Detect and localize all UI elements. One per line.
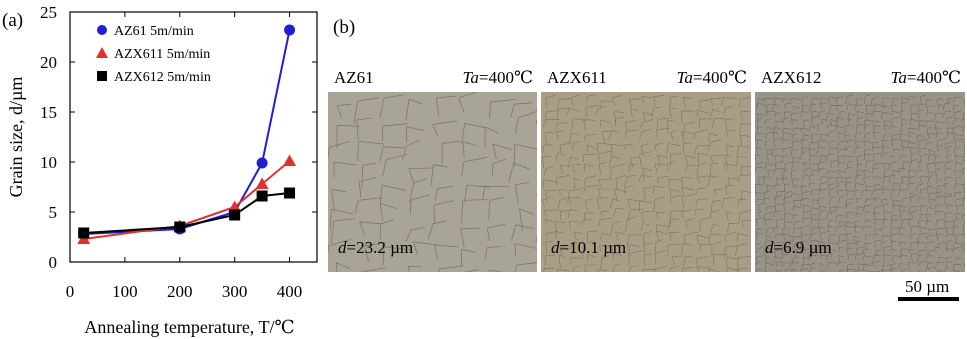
- micrograph-background: [541, 92, 751, 272]
- y-tick-label: 10: [40, 153, 57, 172]
- x-tick-label: 200: [167, 282, 193, 301]
- legend-marker: [96, 47, 108, 58]
- scale-bar-label: 50 µm: [905, 277, 950, 296]
- plot-frame: [69, 11, 318, 263]
- legend-marker: [97, 71, 107, 81]
- chart-axes: 0 100 200 300 400 0 5 10 15 20 25: [40, 3, 318, 301]
- legend-label: AZX611 5m/min: [114, 47, 210, 62]
- micrograph-image: [755, 92, 965, 272]
- y-axis-label: Grain size, d/µm: [6, 77, 26, 198]
- micrograph-image: [541, 92, 751, 272]
- y-tick-label: 5: [49, 203, 58, 222]
- y-tick-label: 25: [40, 3, 57, 22]
- condition-value: =400℃: [692, 68, 747, 87]
- grain-boundaries: [755, 94, 965, 272]
- micrograph-alloy-label: AZ61: [328, 62, 392, 92]
- data-point: [256, 190, 268, 202]
- legend-label: AZX612 5m/min: [114, 70, 211, 85]
- legend-entry: AZX612 5m/min: [97, 70, 211, 85]
- micrograph-condition-label: Ta=400℃: [651, 62, 751, 92]
- x-tick-label: 300: [222, 282, 248, 301]
- grain-size-variable: d: [338, 238, 347, 257]
- micrograph-azx611: AZX611 Ta=400℃ d=10.1 µm: [541, 62, 751, 272]
- chart-series: [77, 24, 297, 244]
- condition-value: =400℃: [478, 68, 533, 87]
- condition-variable: Ta: [462, 68, 479, 87]
- data-point: [283, 154, 297, 166]
- micrograph-background: [755, 92, 965, 272]
- grain-size-value: =6.9 µm: [773, 238, 832, 257]
- panel-a-label: (a): [2, 10, 23, 31]
- grain-size-value: =10.1 µm: [559, 238, 627, 257]
- data-point: [174, 221, 186, 233]
- legend-entry: AZX611 5m/min: [96, 47, 210, 62]
- x-tick-label: 0: [66, 282, 75, 301]
- micrograph-condition-label: Ta=400℃: [437, 62, 537, 92]
- data-point: [256, 157, 268, 169]
- micrograph-az61: AZ61 Ta=400℃ d=23.2 µm: [328, 62, 537, 272]
- grain-size-variable: d: [551, 238, 560, 257]
- legend-marker: [97, 25, 107, 35]
- legend-entry: AZ61 5m/min: [97, 24, 194, 39]
- condition-value: =400℃: [906, 68, 961, 87]
- grain-boundaries: [541, 94, 751, 272]
- data-point: [229, 209, 241, 221]
- data-point: [78, 227, 90, 239]
- micrograph-azx612: AZX612 Ta=400℃ d=6.9 µm: [755, 62, 965, 272]
- x-tick-label: 100: [112, 282, 138, 301]
- grain-boundaries: [328, 91, 537, 272]
- scale-bar: [898, 297, 959, 301]
- data-point: [284, 24, 296, 36]
- micrograph-grain-size-label: d=10.1 µm: [551, 238, 626, 258]
- y-tick-label: 0: [49, 253, 58, 272]
- micrograph-background: [328, 92, 537, 272]
- legend-label: AZ61 5m/min: [114, 24, 194, 39]
- condition-variable: Ta: [676, 68, 693, 87]
- micrograph-condition-label: Ta=400℃: [865, 62, 965, 92]
- x-tick-label: 400: [277, 282, 303, 301]
- y-tick-label: 20: [40, 53, 57, 72]
- chart-legend: AZ61 5m/min AZX611 5m/min AZX612 5m/min: [96, 24, 211, 85]
- micrograph-alloy-label: AZX612: [755, 62, 841, 92]
- grain-size-value: =23.2 µm: [346, 238, 414, 257]
- condition-variable: Ta: [890, 68, 907, 87]
- x-axis-label: Annealing temperature, T/℃: [84, 317, 294, 337]
- y-tick-label: 15: [40, 103, 57, 122]
- grain-size-variable: d: [765, 238, 774, 257]
- data-point: [255, 177, 269, 189]
- micrograph-alloy-label: AZX611: [541, 62, 627, 92]
- micrograph-grain-size-label: d=23.2 µm: [338, 238, 413, 258]
- data-point: [284, 187, 296, 199]
- panel-b-label: (b): [333, 17, 356, 38]
- micrograph-grain-size-label: d=6.9 µm: [765, 238, 832, 258]
- micrograph-image: [328, 91, 537, 272]
- data-point: [228, 200, 242, 212]
